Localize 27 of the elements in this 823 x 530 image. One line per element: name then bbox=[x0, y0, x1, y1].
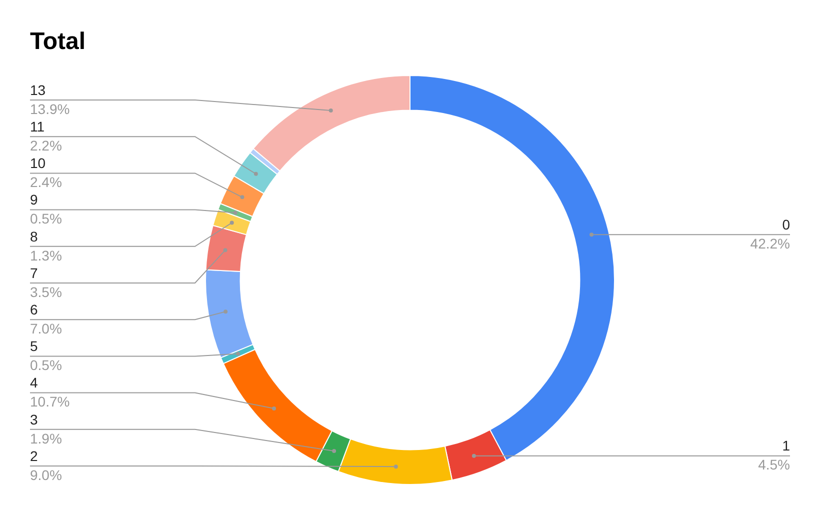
data-label: 3.5% bbox=[30, 284, 62, 300]
slice-label: 10 bbox=[30, 155, 46, 172]
slice-label: 9 bbox=[30, 192, 38, 208]
data-label: 42.2% bbox=[750, 235, 790, 252]
data-label: 10.7% bbox=[30, 394, 70, 410]
slice-label: 5 bbox=[30, 338, 38, 354]
data-label: 7.0% bbox=[30, 320, 62, 336]
slice-label: 8 bbox=[30, 228, 38, 244]
data-label: 0.5% bbox=[30, 210, 62, 227]
chart-title: Total bbox=[30, 28, 86, 56]
data-label: 0.5% bbox=[30, 357, 62, 374]
data-label: 2.4% bbox=[30, 174, 62, 190]
data-label: 2.2% bbox=[30, 137, 62, 154]
data-label: 1.9% bbox=[30, 430, 62, 446]
slice-label: 7 bbox=[30, 264, 38, 281]
data-label: 4.5% bbox=[758, 456, 790, 473]
slice-label: 3 bbox=[30, 411, 38, 428]
slice-label: 2 bbox=[30, 448, 38, 464]
data-label: 13.9% bbox=[30, 100, 70, 117]
data-label: 1.3% bbox=[30, 247, 62, 264]
slice-label: 4 bbox=[30, 374, 38, 391]
data-label: 9.0% bbox=[30, 466, 62, 483]
slice-label: 1 bbox=[782, 438, 790, 454]
slice-label: 0 bbox=[782, 216, 790, 232]
slice-label: 11 bbox=[30, 118, 45, 134]
slice-label: 13 bbox=[30, 82, 46, 98]
slice-label: 6 bbox=[30, 301, 38, 318]
